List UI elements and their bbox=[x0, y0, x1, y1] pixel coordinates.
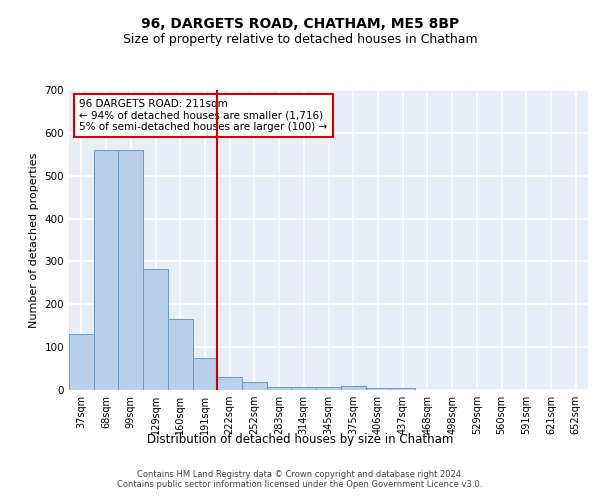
Bar bbox=[341, 386, 365, 390]
Bar bbox=[267, 386, 292, 390]
Bar bbox=[242, 382, 267, 390]
Text: 96, DARGETS ROAD, CHATHAM, ME5 8BP: 96, DARGETS ROAD, CHATHAM, ME5 8BP bbox=[141, 18, 459, 32]
Bar bbox=[316, 386, 341, 390]
Bar bbox=[143, 268, 168, 390]
Bar bbox=[365, 388, 390, 390]
Bar bbox=[292, 386, 316, 390]
Bar bbox=[193, 358, 217, 390]
Y-axis label: Number of detached properties: Number of detached properties bbox=[29, 152, 39, 328]
Text: Contains HM Land Registry data © Crown copyright and database right 2024.
Contai: Contains HM Land Registry data © Crown c… bbox=[118, 470, 482, 490]
Text: Distribution of detached houses by size in Chatham: Distribution of detached houses by size … bbox=[147, 432, 453, 446]
Bar bbox=[168, 320, 193, 390]
Text: Size of property relative to detached houses in Chatham: Size of property relative to detached ho… bbox=[122, 32, 478, 46]
Text: 96 DARGETS ROAD: 211sqm
← 94% of detached houses are smaller (1,716)
5% of semi-: 96 DARGETS ROAD: 211sqm ← 94% of detache… bbox=[79, 99, 328, 132]
Bar bbox=[390, 388, 415, 390]
Bar bbox=[118, 150, 143, 390]
Bar bbox=[217, 377, 242, 390]
Bar bbox=[69, 334, 94, 390]
Bar bbox=[94, 150, 118, 390]
